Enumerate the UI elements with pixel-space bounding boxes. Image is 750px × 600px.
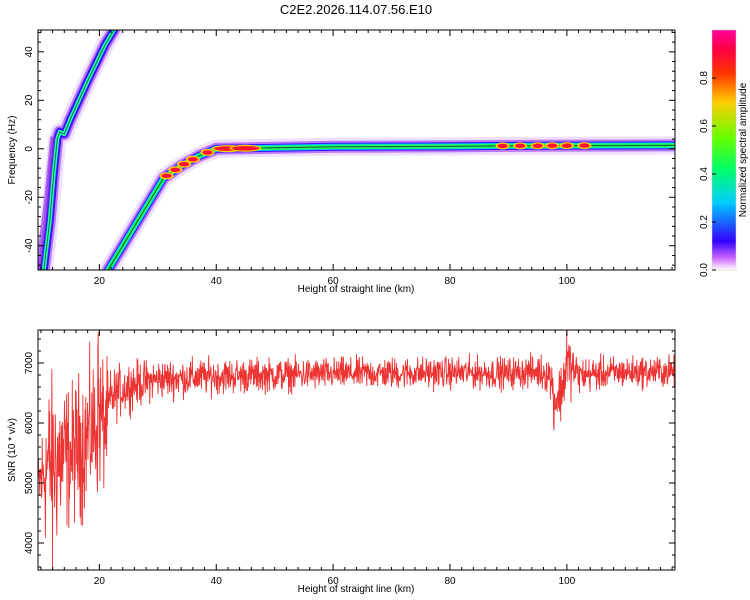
spectrogram-panel: 20 40 60 80 100 -40 -20 0 20 40 Height of straig… [7, 29, 676, 295]
y-tick-label: 20 [24, 94, 35, 106]
snr-x-axis-label: Height of straight line (km) [298, 584, 415, 595]
spectrogram-x-ticks: 20 40 60 80 100 [40, 30, 673, 287]
snr-y-axis-label: SNR (10 * v/v) [7, 418, 18, 482]
colorbar-tick-label: 0.4 [699, 167, 710, 181]
colorbar-frame [711, 29, 737, 271]
colorbar: 0.0 0.2 0.4 0.6 0.8 Normalized spectral ampl… [699, 29, 749, 277]
colorbar-tick-label: 0.2 [699, 215, 710, 229]
spectrogram-peak [532, 143, 543, 148]
x-tick-label: 20 [94, 576, 106, 587]
y-tick-label: 0 [24, 146, 35, 152]
spectrogram-trace-1-layer-4 [43, 30, 115, 270]
x-tick-label: 100 [559, 576, 576, 587]
colorbar-tick-label: 0.8 [699, 71, 710, 85]
spectrogram-peak [497, 143, 508, 149]
y-tick-label: -20 [24, 190, 35, 205]
x-tick-label: 40 [211, 276, 223, 287]
colorbar-label: Normalized spectral amplitude [738, 82, 749, 217]
colorbar-gradient [712, 30, 736, 270]
spectrogram-peak [579, 143, 590, 148]
colorbar-tick-label: 0.6 [699, 119, 710, 133]
spectrogram-peak [231, 146, 260, 151]
spectrogram-peak [561, 143, 572, 148]
y-tick-label: -40 [24, 238, 35, 253]
spectrogram-y-ticks: -40 -20 0 20 40 [24, 31, 675, 266]
snr-y-ticks: 4000 5000 6000 7000 [24, 338, 675, 568]
colorbar-tick-label: 0.0 [699, 263, 710, 277]
x-tick-label: 80 [444, 576, 456, 587]
spectrogram-peak [161, 173, 172, 179]
spectrogram-peak [515, 143, 526, 149]
y-tick-label: 6000 [24, 411, 35, 434]
spectrogram-peaks [159, 142, 592, 180]
snr-x-ticks: 20 40 60 80 100 [40, 330, 673, 587]
y-tick-label: 5000 [24, 471, 35, 494]
y-tick-label: 7000 [24, 351, 35, 374]
spectrogram-x-axis-label: Height of straight line (km) [298, 284, 415, 295]
snr-series-line [38, 330, 675, 570]
x-tick-label: 20 [94, 276, 106, 287]
spectrogram-y-axis-label: Frequency (Hz) [7, 116, 18, 185]
x-tick-label: 100 [559, 276, 576, 287]
spectrogram-peak [202, 150, 213, 155]
spectrogram-peak [179, 161, 190, 167]
colorbar-ticks: 0.0 0.2 0.4 0.6 0.8 [699, 71, 716, 277]
x-tick-label: 60 [328, 576, 340, 587]
y-tick-label: 40 [24, 46, 35, 58]
spectrogram-peak [547, 143, 558, 148]
x-tick-label: 40 [211, 576, 223, 587]
x-tick-label: 80 [444, 276, 456, 287]
spectrogram-peak [170, 167, 181, 172]
figure-title: C2E2.2026.114.07.56.E10 [280, 2, 432, 17]
x-tick-label: 60 [328, 276, 340, 287]
y-tick-label: 4000 [24, 531, 35, 554]
snr-panel: 20 40 60 80 100 4000 5000 6000 7000 Height of s… [7, 329, 676, 595]
spectrogram-peak [187, 157, 198, 162]
